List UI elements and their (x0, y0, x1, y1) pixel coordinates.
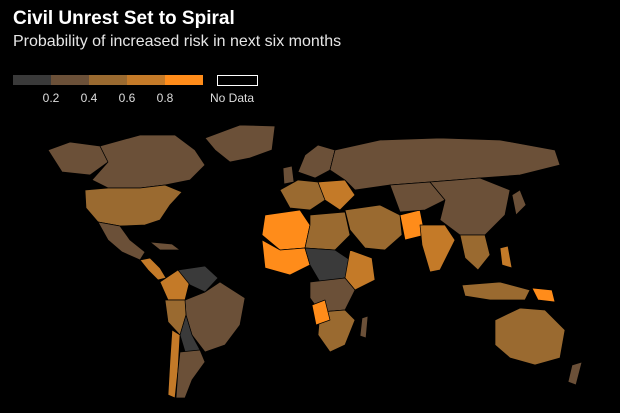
region-scandinavia (297, 144, 336, 179)
legend-swatch-3 (89, 75, 127, 85)
legend-swatch-4 (127, 75, 165, 85)
map-subtitle: Probability of increased risk in next si… (13, 33, 342, 50)
region-caribbean (149, 241, 181, 251)
region-chile (167, 329, 181, 399)
region-central-america (139, 257, 167, 281)
region-western-europe (279, 179, 326, 211)
region-australia (494, 307, 566, 366)
region-argentina (175, 349, 206, 399)
region-angola (311, 299, 331, 326)
legend-swatch-1 (13, 75, 51, 85)
region-canada (91, 134, 206, 189)
region-horn-africa (344, 249, 376, 291)
region-japan (511, 189, 527, 216)
region-new-zealand (567, 361, 583, 386)
region-greenland (204, 124, 276, 163)
region-central-asia (389, 181, 446, 213)
map-title: Civil Unrest Set to Spiral (13, 8, 235, 29)
region-north-africa-east (304, 211, 351, 251)
region-uk (282, 165, 295, 185)
legend-no-data-swatch (217, 75, 258, 86)
region-venezuela (177, 265, 219, 293)
region-madagascar (359, 315, 369, 339)
region-usa (84, 184, 183, 227)
region-eastern-europe (317, 179, 356, 211)
region-middle-east (344, 204, 403, 251)
region-russia (329, 137, 561, 191)
region-southeast-asia (459, 234, 491, 271)
legend-tick: 0.6 (118, 91, 136, 105)
region-sahel (304, 247, 351, 283)
legend-no-data-label: No Data (210, 91, 255, 105)
legend-tick: 0.2 (42, 91, 60, 105)
region-indonesia (461, 281, 531, 301)
legend-swatch-5 (165, 75, 203, 85)
region-papua (531, 287, 556, 303)
region-mexico (97, 221, 146, 261)
legend-tick: 0.8 (156, 91, 174, 105)
region-alaska (47, 141, 109, 176)
region-philippines (499, 245, 513, 269)
region-colombia (159, 269, 191, 301)
legend-tick: 0.4 (80, 91, 98, 105)
region-india (419, 224, 456, 273)
legend-swatch-2 (51, 75, 89, 85)
